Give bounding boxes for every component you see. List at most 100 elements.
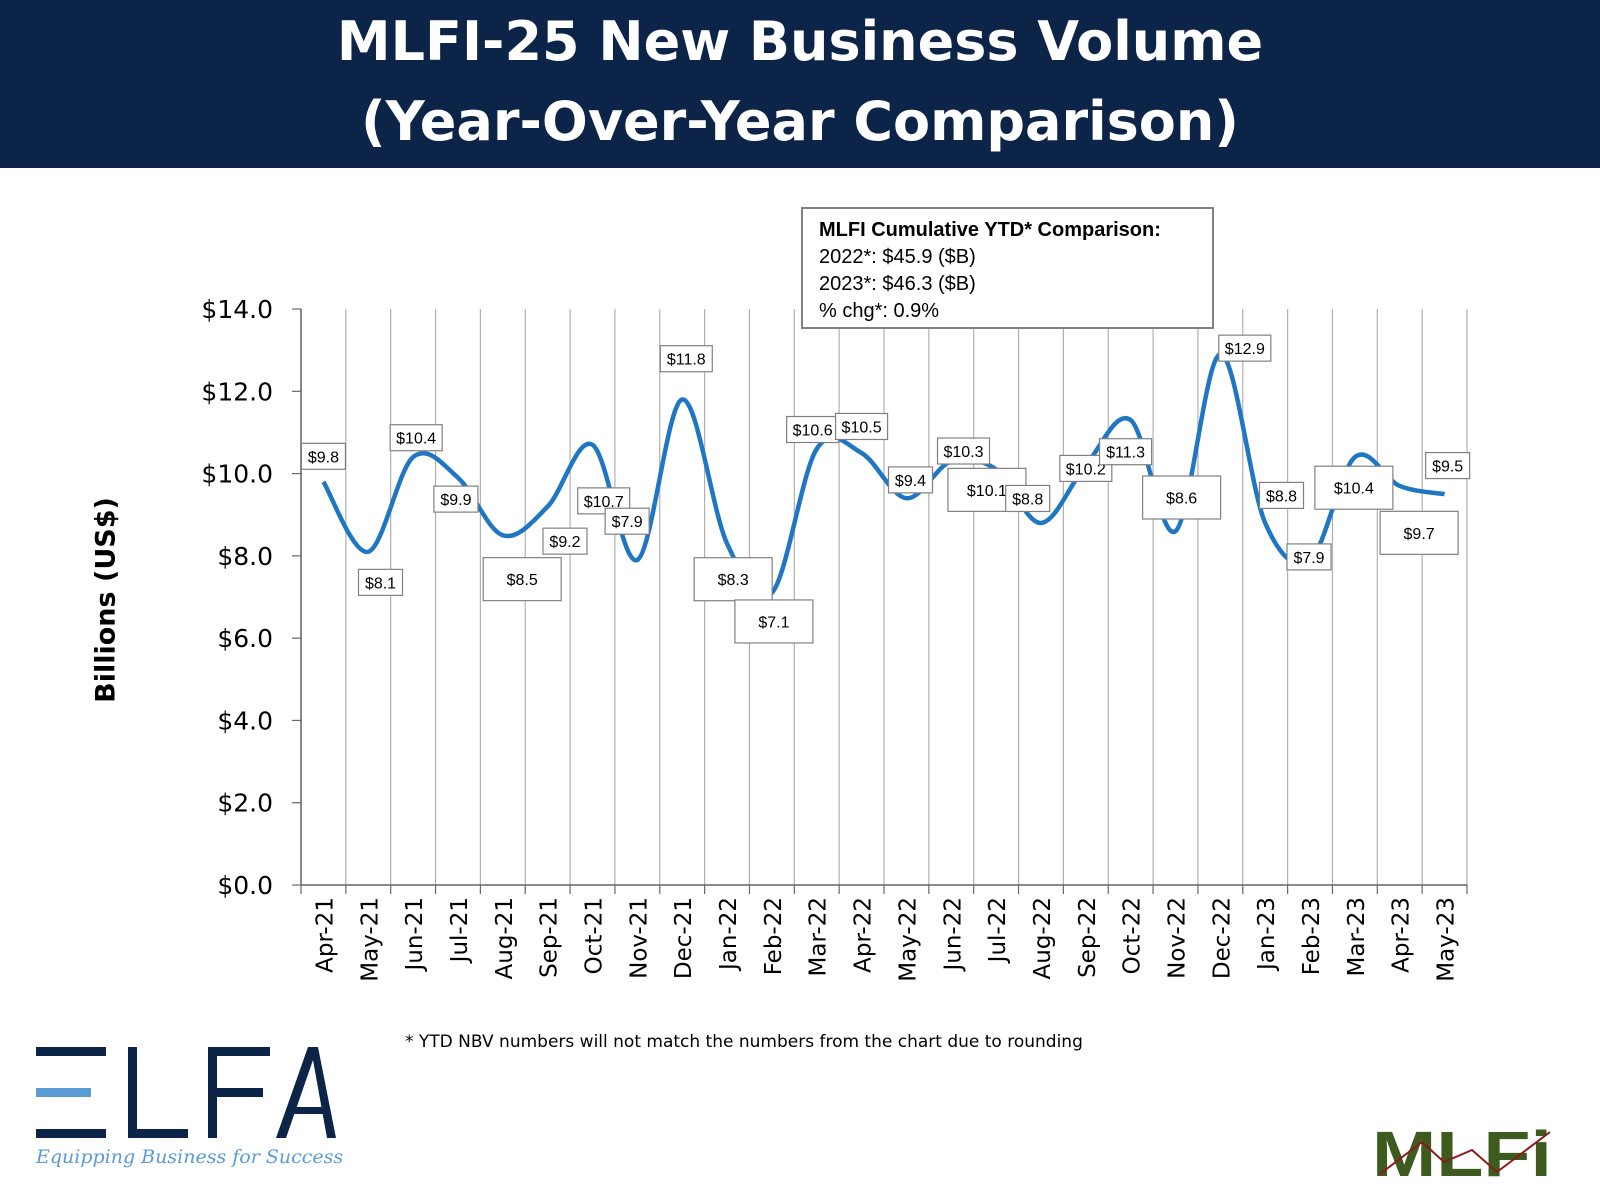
data-label: $8.3: [693, 557, 773, 602]
data-label: $8.5: [482, 557, 562, 602]
x-tick-label: Nov-22: [1165, 897, 1191, 979]
x-tick-label: Sep-21: [537, 897, 563, 978]
data-label-text: $9.9: [440, 492, 471, 509]
data-label: $10.4: [1314, 465, 1394, 510]
data-label-box: [659, 345, 713, 373]
x-tick-label: Jul-21: [447, 897, 473, 964]
ytd-pct-change: % chg*: 0.9%: [819, 300, 940, 322]
data-label: $7.9: [604, 507, 650, 535]
data-label-text: $10.3: [943, 444, 983, 461]
y-tick-label: $4.0: [217, 706, 273, 735]
x-tick-label: Oct-21: [582, 897, 608, 974]
data-label-text: $10.7: [584, 494, 624, 511]
data-label-box: [1314, 465, 1394, 510]
elfa-tagline: Equipping Business for Success: [36, 1146, 344, 1168]
data-label-text: $9.7: [1404, 526, 1435, 543]
data-label-text: $7.9: [612, 514, 643, 531]
x-tick-label: Jan-22: [716, 897, 742, 972]
data-label-box: [1005, 484, 1051, 513]
data-label-text: $10.2: [1066, 461, 1106, 478]
data-label-box: [734, 599, 814, 644]
data-label-text: $8.6: [1166, 491, 1197, 508]
x-tick-label: Jun-22: [940, 897, 966, 973]
ytd-2023: 2023*: $46.3 ($B): [819, 273, 976, 295]
data-label-text: $10.4: [396, 431, 436, 448]
data-label: $9.4: [887, 466, 934, 494]
x-tick-label: Mar-22: [806, 897, 832, 977]
x-tick-label: Feb-23: [1299, 897, 1325, 975]
data-label: $12.9: [1218, 334, 1272, 362]
data-label-box: [300, 442, 347, 470]
data-label: $8.1: [357, 568, 404, 596]
data-label-box: [1218, 334, 1272, 362]
title-banner: MLFI-25 New Business Volume (Year-Over-Y…: [0, 0, 1600, 168]
data-label: $7.9: [1286, 543, 1332, 571]
data-label-box: [1425, 451, 1471, 480]
x-tick-label: Aug-22: [1030, 897, 1056, 979]
data-label-box: [542, 527, 588, 555]
y-tick-label: $0.0: [217, 871, 273, 900]
x-tick-label: Jul-22: [985, 897, 1011, 964]
chart-title-line2: (Year-Over-Year Comparison): [360, 90, 1239, 153]
data-label-box: [1379, 510, 1459, 555]
data-label-text: $7.9: [1293, 550, 1324, 567]
data-label-text: $8.3: [718, 572, 749, 589]
data-label-box: [936, 437, 991, 465]
data-label-text: $9.4: [895, 473, 926, 490]
x-tick-label: Oct-22: [1120, 897, 1146, 974]
x-tick-label: Aug-21: [492, 897, 518, 979]
y-tick-label: $10.0: [201, 460, 273, 489]
x-tick-label: Sep-22: [1075, 897, 1101, 978]
data-label: $9.8: [300, 442, 347, 470]
data-label-text: $11.8: [667, 352, 706, 369]
data-label-box: [604, 507, 650, 535]
data-label: $8.8: [1005, 484, 1051, 513]
data-label: $9.5: [1425, 451, 1471, 480]
data-label: $10.5: [834, 412, 889, 441]
data-label: $9.2: [542, 527, 588, 555]
data-label-box: [693, 557, 773, 602]
data-label-text: $9.5: [1432, 459, 1463, 476]
data-label: $11.3: [1098, 438, 1153, 466]
x-tick-label: Mar-23: [1344, 897, 1370, 977]
data-label-text: $9.8: [308, 449, 339, 466]
data-label: $7.1: [734, 599, 814, 644]
data-label-box: [389, 424, 443, 452]
data-label-box: [433, 485, 479, 513]
data-label-box: [482, 557, 562, 602]
data-label-box: [834, 412, 889, 441]
x-tick-label: Jan-23: [1254, 897, 1280, 972]
y-tick-label: $14.0: [201, 295, 273, 324]
data-label-box: [357, 568, 404, 596]
x-tick-label: May-23: [1434, 897, 1460, 982]
data-label-box: [1098, 438, 1153, 466]
data-label-text: $7.1: [758, 614, 789, 631]
data-label-text: $8.5: [507, 572, 538, 589]
x-tick-label: May-21: [357, 897, 383, 982]
y-tick-label: $12.0: [201, 377, 273, 406]
x-tick-label: Apr-21: [312, 897, 338, 973]
data-label-text: $8.8: [1012, 491, 1043, 508]
data-label-text: $12.9: [1225, 341, 1265, 358]
data-label: $8.6: [1142, 475, 1222, 520]
x-tick-label: Dec-21: [671, 897, 697, 979]
data-label: $10.6: [786, 415, 840, 444]
y-axis-title: Billions (US$): [90, 497, 122, 703]
y-tick-label: $2.0: [217, 789, 273, 818]
data-label: $10.3: [936, 437, 991, 465]
data-label: $9.7: [1379, 510, 1459, 555]
mlfi-logo: MLFi: [1372, 1122, 1552, 1180]
x-tick-label: Nov-21: [626, 897, 652, 979]
data-label-box: [1258, 481, 1305, 510]
data-label-text: $11.3: [1106, 445, 1145, 462]
series-line: [321, 352, 1445, 600]
data-label-box: [887, 466, 934, 494]
data-label-text: $10.1: [967, 483, 1007, 500]
x-tick-label: Jun-21: [402, 897, 428, 973]
x-tick-label: Feb-22: [761, 897, 787, 975]
data-label: $11.8: [659, 345, 713, 373]
data-label: $8.8: [1258, 481, 1305, 510]
x-tick-label: May-22: [895, 897, 921, 982]
data-label-box: [1286, 543, 1332, 571]
footnote: * YTD NBV numbers will not match the num…: [405, 1032, 1083, 1052]
